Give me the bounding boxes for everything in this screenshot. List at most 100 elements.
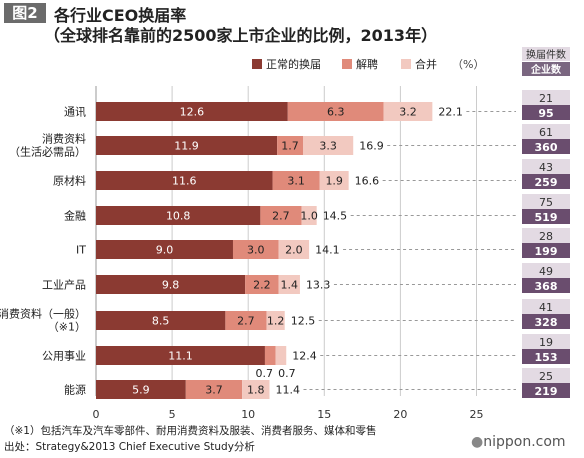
count-companies: 219: [535, 385, 558, 398]
count-companies: 259: [535, 176, 558, 189]
x-tick-label: 5: [169, 408, 176, 421]
bar-segment: [96, 171, 273, 190]
data-label: 6.3: [327, 106, 345, 119]
data-label: 5.9: [132, 384, 150, 397]
data-label: 8.5: [152, 315, 170, 328]
legend-label: 正常的换届: [266, 57, 321, 71]
chart-title: 各行业CEO换届率: [54, 6, 187, 25]
total-label: 11.4: [276, 384, 301, 397]
count-changes: 75: [539, 196, 553, 209]
count-header-sublabel: 企业数: [530, 63, 562, 76]
count-companies-cell: [522, 314, 570, 329]
category-label: 金融: [64, 209, 86, 223]
bar-segment: [96, 206, 261, 225]
category-label-line: （生活必需品）: [9, 145, 86, 159]
bar-segment: [96, 380, 186, 399]
data-label: 2.7: [237, 315, 255, 328]
data-label: 3.7: [205, 384, 223, 397]
count-header-top: [522, 47, 570, 61]
count-companies: 368: [535, 280, 558, 293]
bar-segment: [278, 275, 300, 294]
data-label: 2.0: [285, 244, 303, 257]
x-tick-label: 25: [470, 408, 484, 421]
count-companies-cell: [522, 383, 570, 398]
count-header-label: 换届件数: [526, 48, 566, 61]
total-label: 12.5: [291, 315, 316, 328]
bar-segment: [264, 346, 276, 365]
count-header-bottom: [522, 62, 570, 76]
data-label: 3.0: [247, 244, 265, 257]
count-changes: 49: [539, 265, 553, 278]
data-label: 1.8: [247, 384, 265, 397]
total-label: 16.6: [355, 175, 380, 188]
bar-segment: [301, 206, 317, 225]
data-label: 3.1: [287, 175, 305, 188]
data-label: 9.0: [156, 244, 174, 257]
bar-segment: [260, 206, 302, 225]
data-label: 9.8: [162, 279, 180, 292]
brand-name: nippon.com: [483, 434, 566, 450]
bar-segment: [383, 102, 433, 121]
data-label: 11.1: [168, 350, 193, 363]
bar-segment: [96, 240, 233, 259]
bar-segment: [96, 275, 246, 294]
bar-segment: [302, 136, 354, 155]
brand-dot-icon: ●: [471, 434, 484, 450]
count-changes-cell: [522, 159, 570, 174]
legend-unit: （%）: [452, 58, 484, 71]
data-label: 1.2: [267, 315, 285, 328]
bar-segment: [319, 171, 349, 190]
count-changes: 21: [539, 92, 553, 105]
count-companies-cell: [522, 349, 570, 364]
data-label: 0.7: [256, 367, 274, 380]
data-label: 11.6: [172, 175, 197, 188]
data-label: 3.3: [319, 140, 337, 153]
count-changes-cell: [522, 194, 570, 209]
data-label: 12.6: [180, 106, 205, 119]
category-label: 公用事业: [42, 350, 86, 363]
category-label: 消费资料（生活必需品）: [9, 132, 86, 159]
bar-segment: [96, 346, 265, 365]
count-companies-cell: [522, 139, 570, 154]
data-label: 1.9: [325, 175, 343, 188]
category-label: 原材料: [53, 174, 86, 188]
count-changes-cell: [522, 334, 570, 349]
total-label: 14.1: [315, 244, 340, 257]
data-label: 0.7: [278, 367, 296, 380]
footnote: （※1）包括汽车及汽车零部件、耐用消费资料及服装、消费者服务、媒体和零售: [4, 425, 377, 437]
bar-segment: [96, 311, 226, 330]
category-label: 工业产品: [42, 278, 86, 292]
count-companies: 360: [535, 141, 558, 154]
data-label: 10.8: [166, 210, 191, 223]
bar-segment: [232, 240, 279, 259]
data-label: 3.2: [399, 106, 417, 119]
count-companies: 153: [535, 351, 558, 364]
bar-segment: [185, 380, 243, 399]
count-companies-cell: [522, 105, 570, 120]
bar-segment: [225, 311, 267, 330]
category-label-line: 消费资料（一般）: [0, 307, 86, 321]
bar-segment: [242, 380, 270, 399]
total-label: 14.5: [323, 210, 348, 223]
count-changes: 61: [539, 126, 553, 139]
legend-label: 合并: [415, 57, 437, 71]
legend-swatch: [342, 59, 352, 69]
x-tick-label: 0: [93, 408, 100, 421]
x-tick-label: 20: [393, 408, 407, 421]
total-label: 12.4: [292, 350, 317, 363]
data-label: 11.9: [174, 140, 199, 153]
data-label: 1.4: [281, 279, 299, 292]
count-changes-cell: [522, 368, 570, 383]
category-label: IT: [76, 244, 86, 257]
data-label: 1.7: [281, 140, 299, 153]
count-changes-cell: [522, 90, 570, 105]
count-companies-cell: [522, 278, 570, 293]
category-label: 消费资料（一般）（※1）: [0, 307, 86, 334]
total-label: 16.9: [359, 140, 384, 153]
bar-segment: [275, 346, 287, 365]
count-changes: 41: [539, 301, 553, 314]
bar-segment: [266, 311, 285, 330]
count-companies: 328: [535, 316, 558, 329]
data-label: 1.0: [300, 210, 318, 223]
